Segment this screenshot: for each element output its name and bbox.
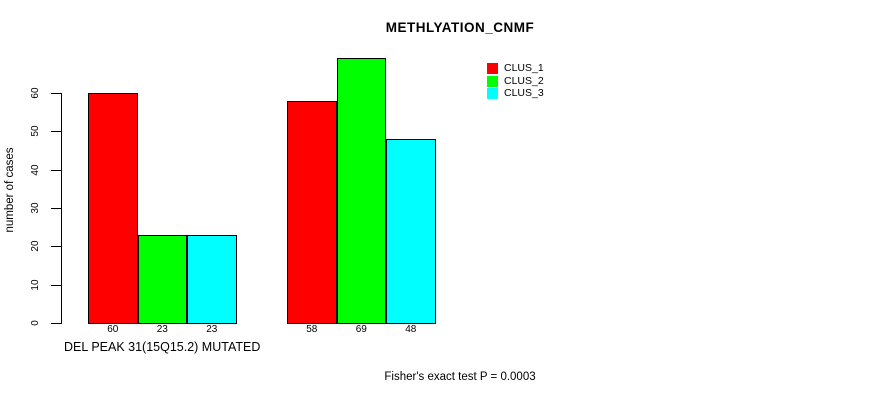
legend-item-clus_1: CLUS_1	[487, 62, 544, 75]
bar-clus_2-group2	[337, 58, 386, 324]
y-tick-label: 40	[30, 164, 41, 176]
legend-item-clus_2: CLUS_2	[487, 75, 544, 88]
bar-clus_3-group1	[187, 235, 237, 324]
y-tick	[51, 169, 61, 171]
y-tick	[51, 93, 61, 94]
y-tick-label: 10	[30, 279, 41, 291]
legend-swatch-icon	[487, 88, 498, 100]
legend-item-clus_3: CLUS_3	[487, 87, 544, 100]
bar-clus_2-group1	[138, 235, 187, 324]
y-tick	[51, 131, 61, 133]
y-tick	[51, 208, 61, 209]
x-axis-label: DEL PEAK 31(15Q15.2) MUTATED	[64, 340, 261, 354]
legend-label: CLUS_2	[504, 74, 544, 87]
legend: CLUS_1 CLUS_2 CLUS_3	[487, 62, 544, 100]
y-tick	[51, 246, 61, 248]
y-tick-label: 60	[30, 87, 41, 99]
legend-swatch-icon	[487, 75, 498, 87]
bar-clus_1-group2	[287, 101, 337, 324]
y-tick-label: 0	[30, 320, 41, 326]
y-tick	[51, 323, 61, 324]
bar-value-label: 69	[355, 324, 367, 335]
bar-value-label: 23	[206, 324, 218, 335]
legend-label: CLUS_1	[504, 61, 544, 74]
y-axis-line	[61, 93, 62, 324]
legend-swatch-icon	[487, 62, 498, 74]
chart-title: METHLYATION_CNMF	[385, 20, 535, 35]
footnote-pvalue: Fisher's exact test P = 0.0003	[384, 371, 536, 383]
y-tick-label: 50	[30, 125, 41, 137]
bar-value-label: 60	[107, 324, 119, 335]
y-tick	[51, 284, 61, 286]
legend-label: CLUS_3	[504, 87, 544, 100]
y-tick-label: 20	[30, 240, 41, 252]
y-tick-label: 30	[30, 202, 41, 214]
bar-value-label: 23	[156, 324, 168, 335]
bar-clus_3-group2	[386, 139, 436, 324]
bar-value-label: 48	[405, 324, 417, 335]
bar-value-label: 58	[306, 324, 318, 335]
bar-clus_1-group1	[88, 93, 138, 324]
